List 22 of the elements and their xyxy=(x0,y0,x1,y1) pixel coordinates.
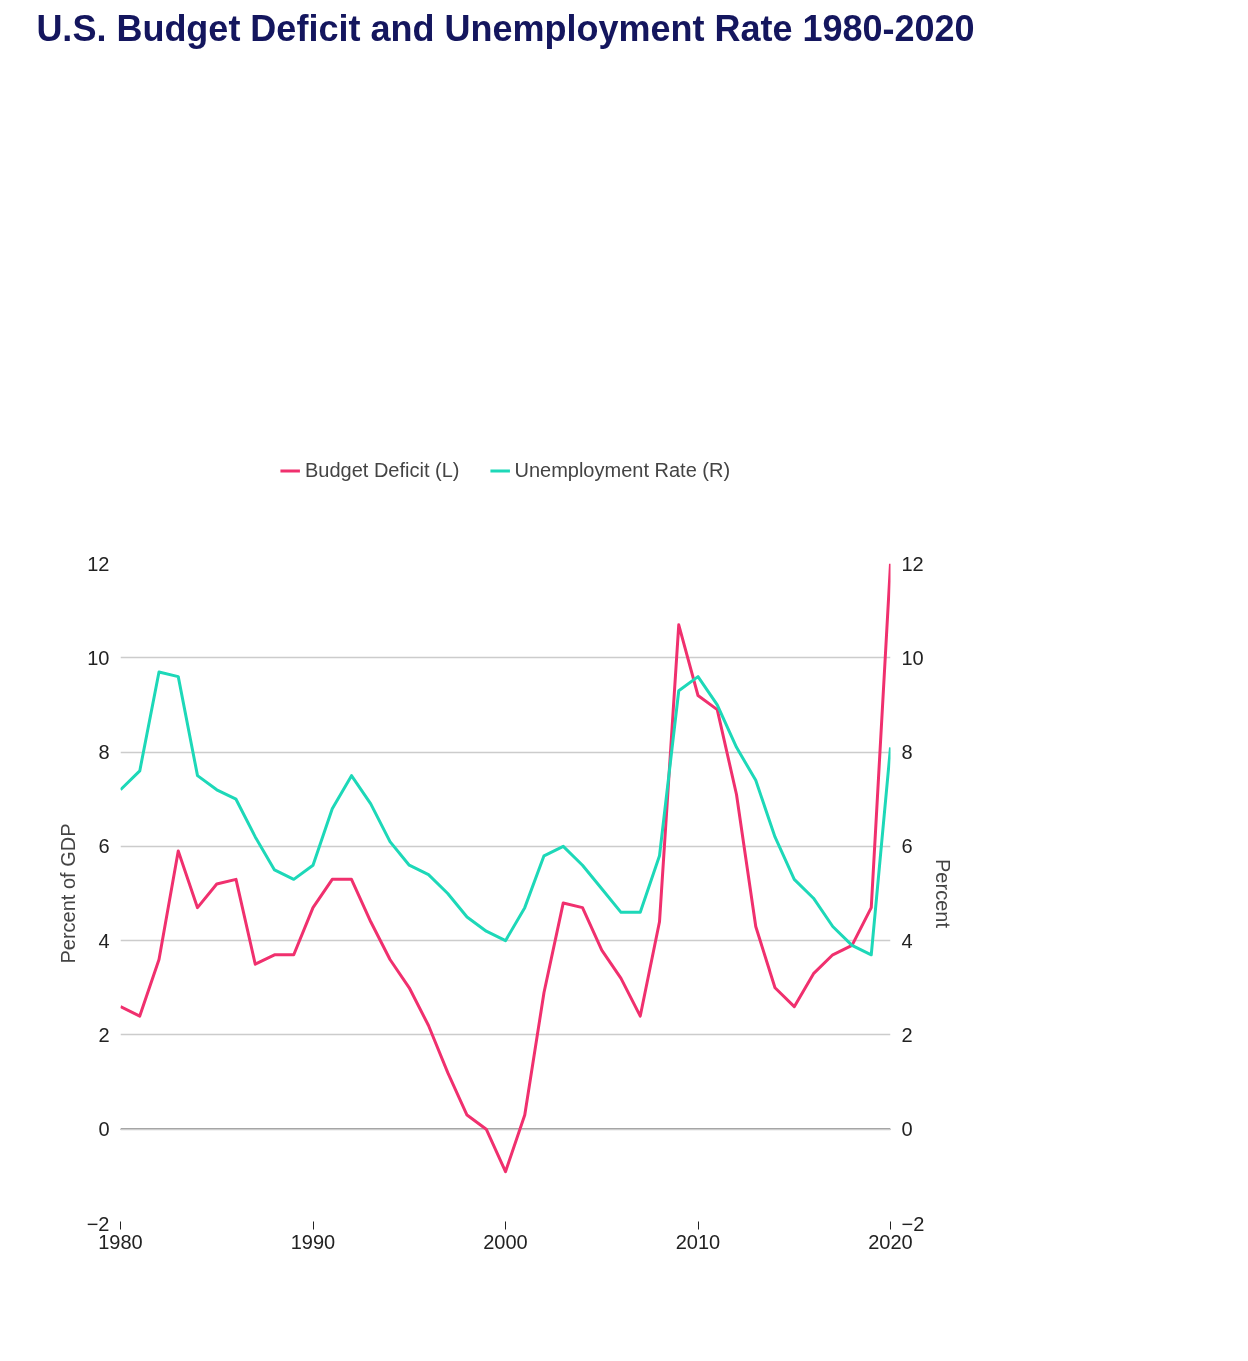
y2-tick-label: 0 xyxy=(901,1118,913,1141)
x-tick-label: 2000 xyxy=(483,1230,528,1253)
x-tick-label: 2010 xyxy=(675,1230,721,1253)
y2-tick-label: 12 xyxy=(901,552,924,575)
y-tick-label: 0 xyxy=(98,1118,110,1141)
y-tick-label: 4 xyxy=(98,929,110,952)
legend-label: Unemployment Rate (R) xyxy=(514,458,731,482)
y2-axis-title: Percent xyxy=(932,859,955,929)
y-tick-label: 6 xyxy=(98,835,110,858)
y-tick-label: 10 xyxy=(87,646,110,669)
chart-title: U.S. Budget Deficit and Unemployment Rate 1980-2020 xyxy=(36,7,975,49)
y2-tick-label: 8 xyxy=(901,741,913,764)
y-tick-label: 12 xyxy=(87,552,110,575)
y2-tick-label: 2 xyxy=(901,1023,913,1046)
y2-tick-label: 4 xyxy=(901,929,913,952)
x-tick-label: 1990 xyxy=(290,1230,336,1253)
y2-tick-label: 6 xyxy=(901,835,913,858)
legend-label: Budget Deficit (L) xyxy=(304,458,460,482)
y-axis-title: Percent of GDP xyxy=(56,823,79,964)
y2-tick-label: 10 xyxy=(901,646,924,669)
y-tick-label: 2 xyxy=(98,1023,110,1046)
y-tick-label: 8 xyxy=(98,741,110,764)
